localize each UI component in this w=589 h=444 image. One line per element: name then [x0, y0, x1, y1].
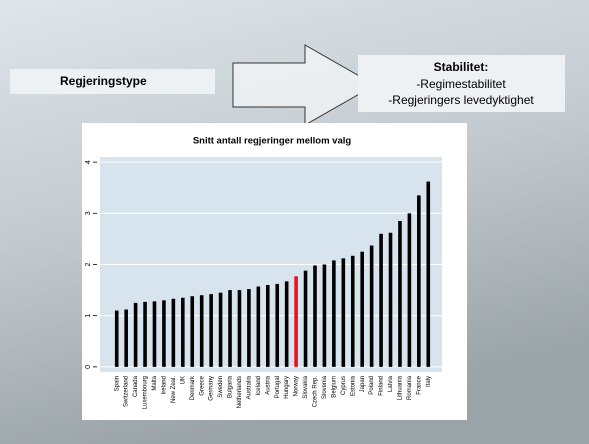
x-tick-label: Ireland: [162, 376, 168, 394]
y-tick-label: 1: [85, 314, 92, 318]
y-tick-label: 4: [85, 160, 92, 164]
bar: [275, 283, 280, 367]
bar: [171, 298, 176, 367]
bar: [379, 233, 383, 367]
x-tick-label: Lithuania: [398, 375, 404, 400]
bar: [417, 195, 421, 367]
bar: [228, 290, 232, 367]
bar: [322, 264, 327, 367]
chart-title: Snitt antall regjeringer mellom valg: [193, 136, 352, 147]
x-tick-label: Austria: [265, 375, 271, 394]
bar: [162, 300, 166, 367]
x-tick-label: Canada: [133, 375, 139, 397]
x-tick-label: Portugal: [275, 376, 281, 398]
x-tick-label: Luxembourg: [143, 376, 149, 409]
bar: [133, 302, 138, 367]
bar: [152, 301, 157, 367]
bar: [247, 289, 251, 367]
bar: [388, 232, 393, 367]
right-box-heading: Stabilitet:: [434, 60, 489, 74]
x-tick-label: Japan: [360, 376, 366, 392]
x-tick-label: UK: [180, 376, 186, 384]
bar: [256, 286, 261, 367]
right-box-line: -Regimestabilitet: [416, 77, 506, 91]
x-tick-label: Slovakia: [303, 375, 309, 398]
bar: [426, 181, 431, 367]
x-tick-label: Greece: [199, 375, 205, 395]
bar: [350, 255, 355, 367]
x-tick-label: Estonia: [350, 375, 356, 396]
left-box-text: Regjeringstype: [60, 74, 147, 88]
x-tick-label: Netherlands: [237, 376, 243, 408]
bar: [237, 290, 242, 367]
x-tick-label: New Zeal.: [171, 376, 177, 403]
y-tick-label: 2: [85, 262, 92, 266]
bar: [143, 301, 147, 367]
x-tick-label: Bulgaria: [228, 375, 234, 398]
x-tick-label: Denmark: [190, 375, 196, 400]
bar: [294, 276, 298, 367]
x-tick-label: Iceland: [256, 376, 262, 395]
x-tick-label: Romania: [407, 375, 413, 400]
x-tick-label: Czech Rep.: [313, 376, 319, 408]
y-tick-label: 3: [85, 211, 92, 215]
y-tick-label: 0: [85, 365, 92, 369]
x-tick-label: Norway: [294, 376, 300, 396]
x-tick-label: Slovenia: [322, 375, 328, 399]
x-tick-label: Cyprus: [341, 376, 347, 395]
bar: [209, 294, 213, 367]
bar: [360, 251, 364, 367]
bar: [199, 295, 204, 367]
bar: [265, 284, 270, 367]
x-tick-label: Sweden: [218, 376, 224, 398]
x-tick-label: Spain: [114, 376, 120, 391]
x-tick-label: France: [416, 375, 422, 394]
bar: [313, 265, 317, 367]
right-box: [358, 55, 565, 112]
x-tick-label: Belgium: [331, 376, 337, 398]
right-box-line: -Regjeringers levedyktighet: [388, 93, 534, 107]
bar: [398, 220, 402, 367]
x-tick-label: Italy: [426, 376, 432, 387]
left-box: [10, 69, 215, 94]
bar: [341, 258, 346, 367]
bar: [407, 213, 412, 367]
bar: [181, 297, 185, 367]
bar: [218, 292, 223, 367]
bar: [284, 281, 289, 367]
x-tick-label: Switzerland: [124, 376, 130, 407]
bar: [124, 309, 128, 367]
x-tick-label: Australia: [246, 375, 252, 399]
bar: [369, 245, 374, 367]
bar: [114, 310, 119, 367]
x-tick-label: Germany: [209, 376, 215, 401]
bar: [190, 296, 195, 367]
bar: [332, 260, 336, 367]
x-tick-label: Poland: [369, 376, 375, 395]
x-tick-label: Latvia: [388, 375, 394, 392]
x-tick-label: Finland: [379, 376, 385, 396]
bar: [303, 270, 308, 367]
x-tick-label: Malta: [152, 375, 158, 390]
arrow: [232, 44, 377, 126]
x-tick-label: Hungary: [284, 376, 290, 399]
